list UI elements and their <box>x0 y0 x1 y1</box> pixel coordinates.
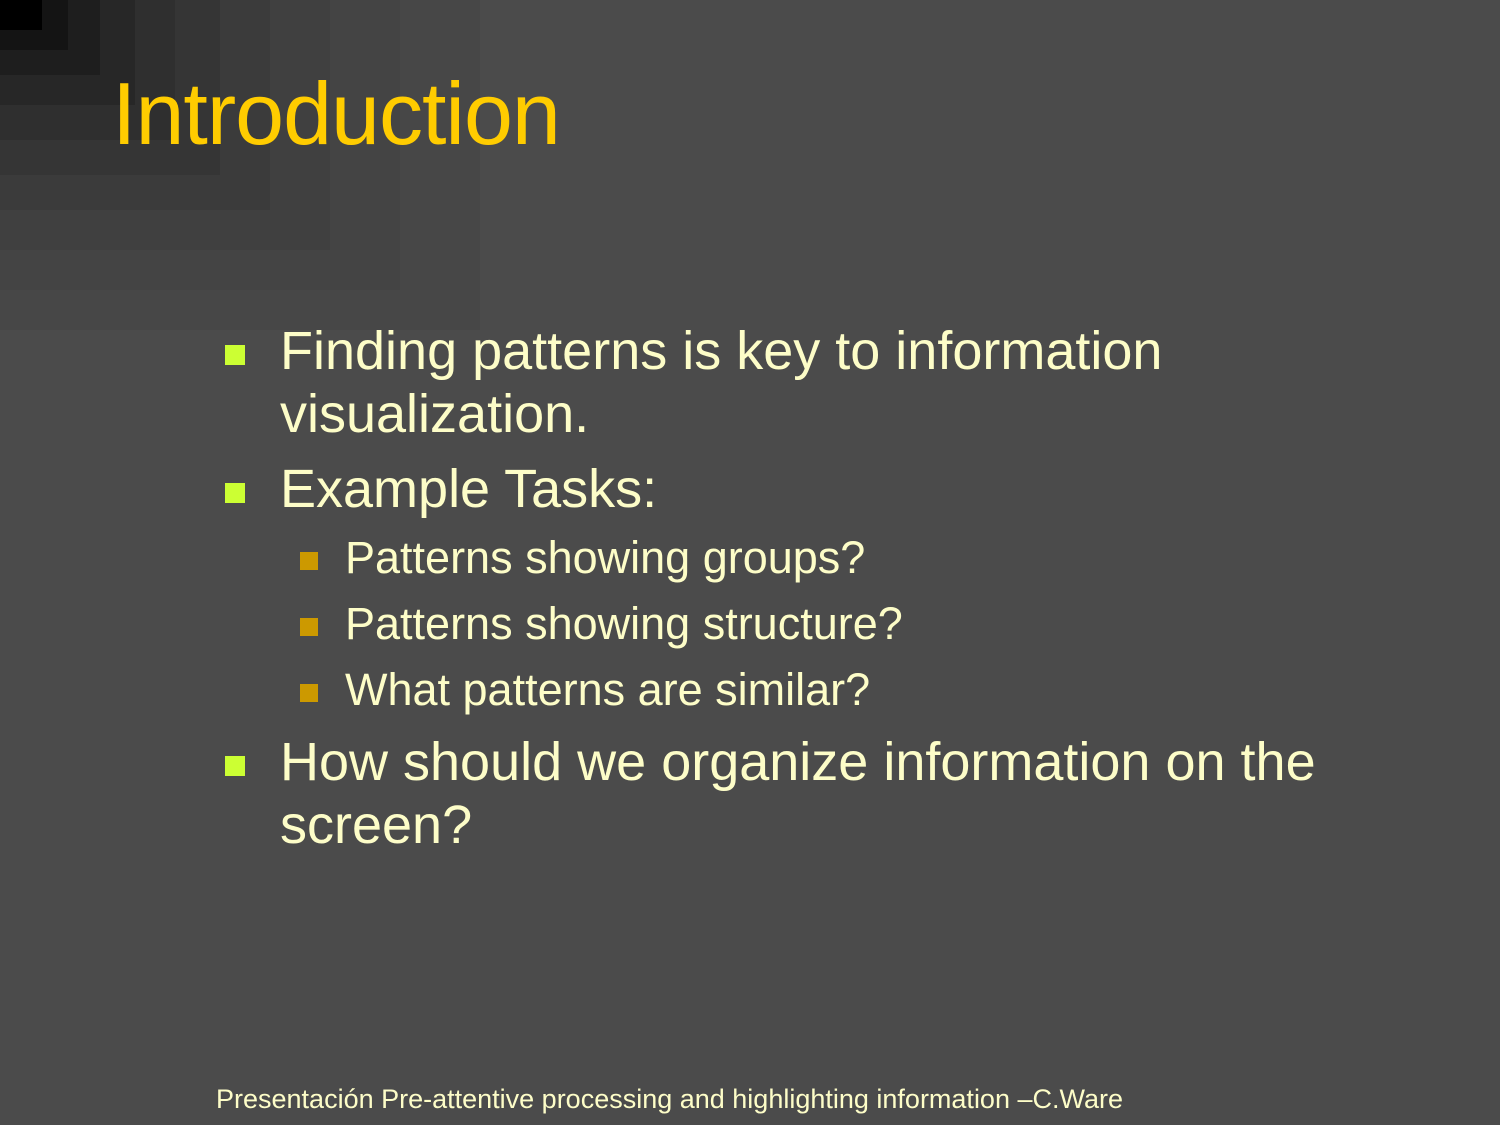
bullet-text: Example Tasks: <box>280 459 658 519</box>
background-shade <box>0 0 42 30</box>
bullet-list: Finding patterns is key to information v… <box>222 320 1382 869</box>
sub-bullet-text: Patterns showing groups? <box>345 532 866 583</box>
bullet-item: How should we organize information on th… <box>222 731 1382 857</box>
square-bullet-icon <box>225 483 245 503</box>
bullet-item: Example Tasks: <box>222 458 1382 521</box>
slide-title: Introduction <box>112 64 561 163</box>
sub-bullet-list: Patterns showing groups? Patterns showin… <box>222 525 1382 723</box>
slide-footer: Presentación Pre-attentive processing an… <box>216 1084 1123 1114</box>
bullet-item: Finding patterns is key to information v… <box>222 320 1382 446</box>
bullet-text: How should we organize information on th… <box>280 732 1316 855</box>
sub-bullet-text: What patterns are similar? <box>345 664 871 715</box>
square-sub-bullet-icon <box>300 552 318 570</box>
square-bullet-icon <box>225 345 245 365</box>
square-bullet-icon <box>225 756 245 776</box>
bullet-text: Finding patterns is key to information v… <box>280 321 1163 444</box>
sub-bullet-item: Patterns showing groups? <box>222 525 1382 591</box>
sub-bullet-item: Patterns showing structure? <box>222 591 1382 657</box>
square-sub-bullet-icon <box>300 684 318 702</box>
square-sub-bullet-icon <box>300 618 318 636</box>
sub-bullet-text: Patterns showing structure? <box>345 598 903 649</box>
sub-bullet-item: What patterns are similar? <box>222 657 1382 723</box>
